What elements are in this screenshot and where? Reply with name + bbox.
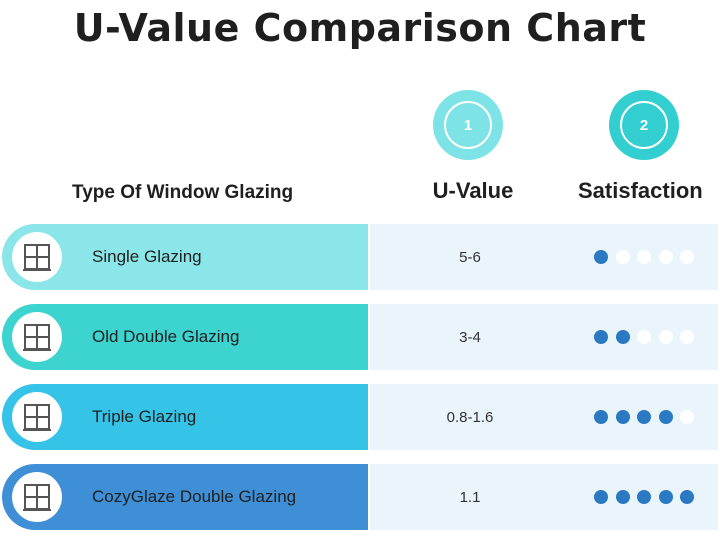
rating-dot-filled	[658, 490, 673, 504]
rating-dot-empty	[637, 330, 651, 344]
badge-2: 2	[609, 90, 679, 160]
glazing-type-row: Old Double Glazing	[2, 304, 368, 370]
rating-dot-filled	[594, 410, 608, 424]
window-icon-circle	[12, 392, 62, 442]
window-icon	[23, 324, 51, 351]
u-value-cell: 0.8-1.6	[446, 408, 494, 426]
glazing-type-label: CozyGlaze Double Glazing	[92, 487, 297, 506]
column-header-type: Type Of Window Glazing	[72, 182, 294, 203]
column-header-uvalue: U-Value	[432, 178, 514, 203]
satisfaction-rating	[594, 224, 702, 290]
glazing-type-row: Triple Glazing	[2, 384, 368, 450]
rating-dot-empty	[615, 250, 630, 264]
glazing-type-label: Old Double Glazing	[92, 327, 240, 346]
window-icon-circle	[12, 232, 62, 282]
glazing-type-label: Triple Glazing	[92, 407, 197, 426]
rating-dot-filled	[615, 410, 630, 424]
rating-dot-empty	[658, 330, 673, 344]
rating-dot-empty	[658, 250, 673, 264]
rating-dot-filled	[594, 250, 608, 264]
window-icon-circle	[12, 472, 62, 522]
rating-dot-filled	[637, 490, 651, 504]
window-icon	[23, 244, 51, 271]
u-value-cell: 1.1	[459, 488, 481, 506]
glazing-type-label: Single Glazing	[92, 247, 202, 266]
badge-1-number: 1	[444, 101, 492, 149]
rating-dot-empty	[680, 410, 694, 424]
rating-dot-empty	[637, 250, 651, 264]
rating-dot-empty	[680, 250, 694, 264]
column-header-satisfaction: Satisfaction	[578, 178, 703, 203]
rating-dot-filled	[615, 490, 630, 504]
u-value-cell: 3-4	[459, 328, 481, 346]
badge-1: 1	[433, 90, 503, 160]
satisfaction-rating	[594, 304, 702, 370]
badge-2-number: 2	[620, 101, 668, 149]
rating-dot-empty	[680, 330, 694, 344]
rating-dot-filled	[615, 330, 630, 344]
u-value-cell: 5-6	[459, 248, 481, 266]
window-icon-circle	[12, 312, 62, 362]
satisfaction-rating	[594, 464, 702, 530]
chart-title: U-Value Comparison Chart	[73, 6, 647, 50]
glazing-type-row: Single Glazing	[2, 224, 368, 290]
satisfaction-rating	[594, 384, 702, 450]
rating-dot-filled	[594, 330, 608, 344]
rating-dot-filled	[637, 410, 651, 424]
rating-dot-filled	[594, 490, 608, 504]
window-icon	[23, 484, 51, 511]
glazing-type-row: CozyGlaze Double Glazing	[2, 464, 368, 530]
rating-dot-filled	[680, 490, 694, 504]
rating-dot-filled	[658, 410, 673, 424]
window-icon	[23, 404, 51, 431]
